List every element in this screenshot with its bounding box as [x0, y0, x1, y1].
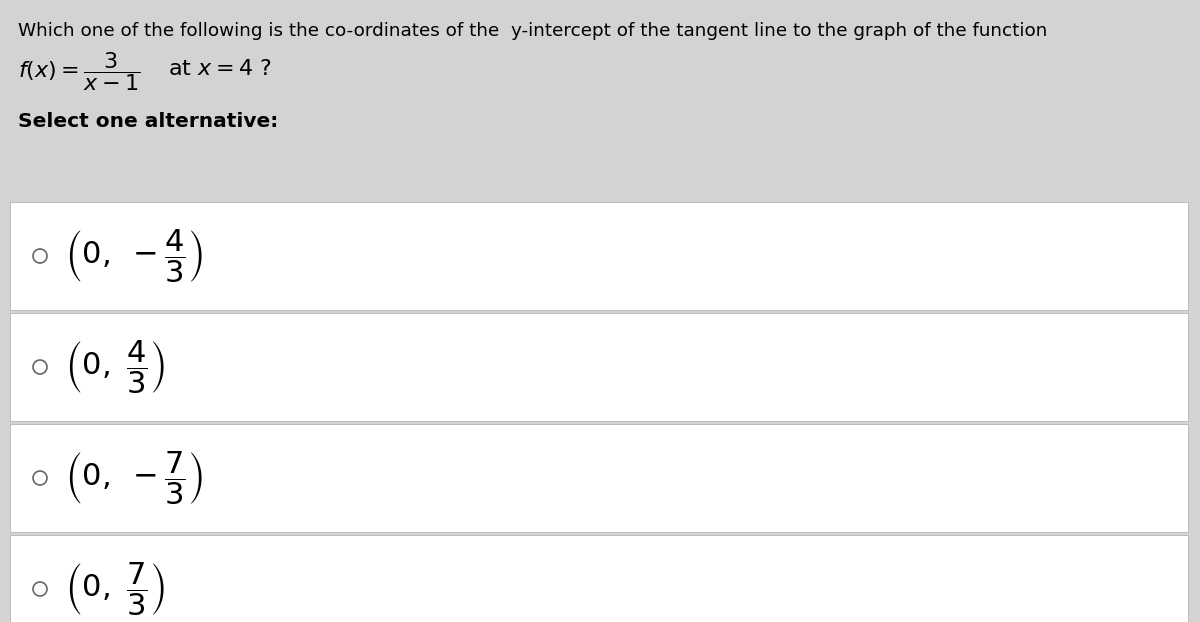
- Text: Select one alternative:: Select one alternative:: [18, 112, 278, 131]
- Bar: [10, 202, 1188, 310]
- Circle shape: [34, 249, 47, 263]
- Text: $\left(0,\ -\dfrac{4}{3}\right)$: $\left(0,\ -\dfrac{4}{3}\right)$: [65, 227, 203, 285]
- Bar: [10, 424, 1188, 532]
- Text: $\left(0,\ \dfrac{7}{3}\right)$: $\left(0,\ \dfrac{7}{3}\right)$: [65, 560, 166, 618]
- Bar: [10, 535, 1188, 622]
- Circle shape: [34, 471, 47, 485]
- Text: Which one of the following is the co-ordinates of the  y-intercept of the tangen: Which one of the following is the co-ord…: [18, 22, 1048, 40]
- Circle shape: [34, 360, 47, 374]
- Circle shape: [34, 582, 47, 596]
- Text: $\left(0,\ \dfrac{4}{3}\right)$: $\left(0,\ \dfrac{4}{3}\right)$: [65, 338, 166, 396]
- Text: $f(x) = \dfrac{3}{x-1}$: $f(x) = \dfrac{3}{x-1}$: [18, 50, 140, 93]
- Text: $\left(0,\ -\dfrac{7}{3}\right)$: $\left(0,\ -\dfrac{7}{3}\right)$: [65, 449, 203, 507]
- Text: $\mathrm{at}\ x = 4\ ?$: $\mathrm{at}\ x = 4\ ?$: [168, 59, 271, 79]
- Bar: [10, 313, 1188, 421]
